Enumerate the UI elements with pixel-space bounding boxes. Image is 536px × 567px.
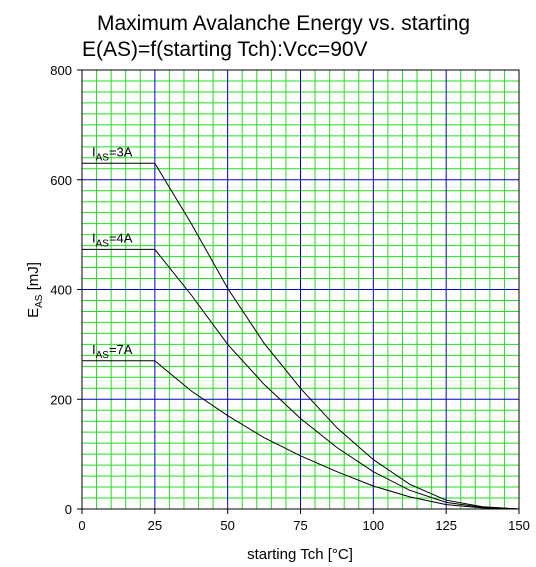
y-axis-label-unit: [mJ] [25,262,42,295]
axis-ticks: 0 25 50 75 100 125 150 0 200 400 600 800 [50,63,530,533]
y-tick-label: 200 [50,392,72,407]
series-line-2 [82,248,520,510]
x-tick-label: 25 [148,518,162,533]
series-label-value: =4A [109,230,133,245]
x-tick-label: 150 [508,518,530,533]
plot-grid [82,70,519,509]
series-label-main: I [92,230,96,245]
series-line-1 [82,162,520,510]
series-label-main: I [92,342,96,357]
series-label-sub: AS [96,350,110,361]
y-axis-label: EAS [mJ] [25,262,45,318]
series-label-value: =3A [109,144,133,159]
series-line-3 [82,360,520,510]
y-tick-label: 800 [50,63,72,78]
series-label-sub: AS [96,238,110,249]
x-axis-label: starting Tch [°C] [247,546,353,563]
y-tick-label: 0 [65,502,72,517]
chart-subtitle: E(AS)=f(starting Tch):Vcc=90V [82,38,368,61]
x-tick-label: 50 [220,518,234,533]
series-label-1: IAS=3A [92,144,133,163]
x-tick-label: 75 [293,518,307,533]
series-label-main: I [92,144,96,159]
y-axis-label-main: E [25,308,42,318]
series-label-2: IAS=4A [92,230,133,249]
series-label-sub: AS [96,152,110,163]
x-tick-label: 100 [362,518,384,533]
x-tick-label: 0 [78,518,85,533]
y-tick-label: 400 [50,283,72,298]
y-axis-label-sub: AS [34,294,45,308]
series-label-value: =7A [109,342,133,357]
series-label-3: IAS=7A [92,342,133,361]
chart-title: Maximum Avalanche Energy vs. starting [97,12,470,35]
y-tick-label: 600 [50,173,72,188]
x-tick-label: 125 [435,518,457,533]
